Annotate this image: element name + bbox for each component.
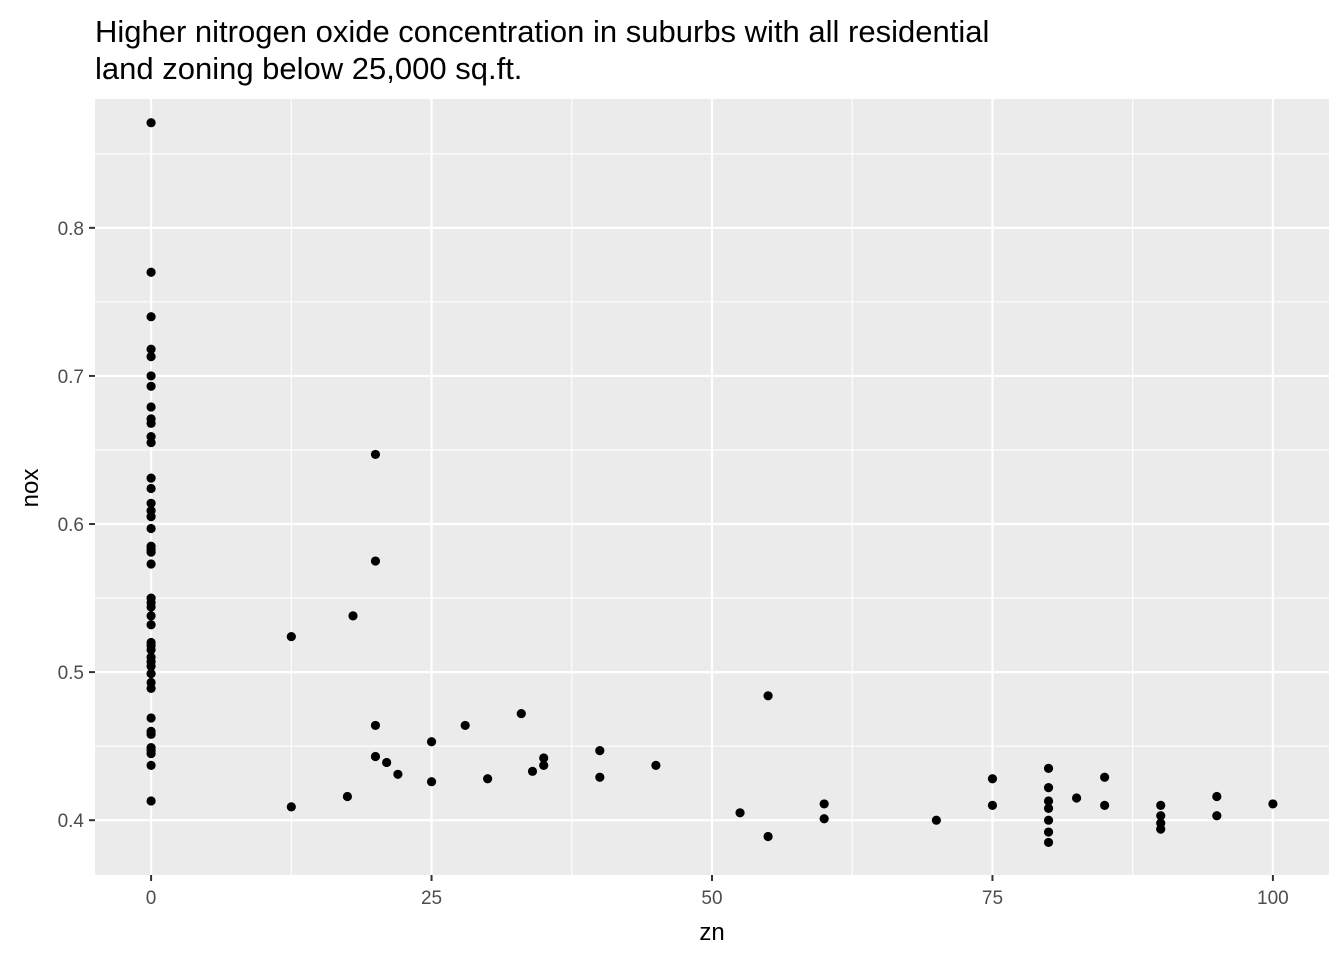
data-point: [931, 815, 941, 825]
data-point: [1043, 803, 1054, 813]
data-point: [1100, 772, 1110, 782]
data-point: [146, 483, 156, 494]
data-point: [1212, 811, 1222, 821]
data-point: [146, 118, 156, 128]
data-point: [1156, 811, 1166, 821]
data-point: [286, 802, 296, 812]
data-point: [1268, 799, 1278, 809]
y-tick-label: 0.6: [58, 515, 84, 536]
data-point: [146, 402, 156, 412]
data-point: [370, 449, 381, 460]
data-point: [146, 611, 156, 621]
data-point: [595, 772, 605, 782]
data-point: [1043, 796, 1054, 806]
data-point: [146, 437, 156, 448]
data-point: [146, 620, 156, 630]
data-point: [146, 371, 156, 381]
y-tick-label: 0.8: [58, 219, 84, 240]
data-point: [370, 751, 381, 762]
data-point: [146, 312, 156, 322]
data-point: [146, 473, 156, 483]
y-tick-label: 0.7: [58, 367, 84, 388]
y-axis: 0.4 0.5 0.6 0.7 0.8: [58, 219, 95, 832]
data-point: [146, 523, 156, 534]
x-axis: 0 25 50 75 100: [146, 875, 1289, 909]
data-point: [539, 760, 549, 771]
data-point: [286, 631, 296, 642]
x-tick-label: 0: [146, 888, 157, 909]
data-point: [146, 760, 156, 771]
x-axis-title: zn: [699, 919, 724, 946]
x-tick-label: 100: [1257, 888, 1289, 909]
data-point: [426, 737, 437, 747]
data-point: [735, 808, 745, 818]
data-point: [348, 611, 358, 621]
data-point: [146, 344, 156, 354]
data-point: [651, 760, 661, 771]
data-point: [146, 498, 156, 508]
data-point: [1100, 800, 1110, 810]
data-point: [1043, 815, 1054, 825]
data-point: [819, 814, 829, 824]
data-point: [146, 381, 156, 391]
data-point: [987, 774, 998, 784]
chart-title: Higher nitrogen oxide concentration in s…: [95, 14, 989, 49]
data-point: [1212, 791, 1222, 802]
x-tick-label: 25: [421, 888, 442, 909]
data-point: [595, 746, 605, 756]
data-point: [987, 800, 998, 810]
data-point: [146, 729, 156, 739]
data-point: [146, 713, 156, 723]
data-point: [763, 691, 773, 701]
data-point: [370, 556, 381, 566]
data-point: [370, 720, 381, 731]
data-point: [1156, 824, 1166, 834]
data-point: [146, 559, 156, 569]
data-point: [1043, 827, 1054, 837]
data-point: [516, 708, 526, 719]
data-point: [1043, 837, 1054, 848]
data-point: [819, 799, 829, 809]
data-point: [146, 645, 156, 655]
data-point: [1043, 763, 1054, 773]
data-point: [382, 757, 392, 768]
data-point: [146, 661, 156, 671]
data-point: [146, 668, 156, 679]
data-point: [426, 777, 437, 787]
data-point: [1071, 793, 1082, 803]
data-point: [1156, 800, 1166, 810]
x-tick-label: 75: [982, 888, 1003, 909]
data-point: [146, 352, 156, 362]
data-point: [342, 791, 353, 802]
data-point: [146, 796, 156, 806]
data-point: [763, 831, 773, 842]
chart-subtitle: land zoning below 25,000 sq.ft.: [95, 51, 522, 86]
data-point: [1043, 783, 1054, 793]
data-point: [483, 774, 493, 784]
data-point: [146, 418, 156, 428]
data-point: [539, 753, 549, 763]
data-point: [146, 748, 156, 759]
data-point: [146, 547, 156, 557]
x-tick-label: 50: [701, 888, 722, 909]
y-tick-label: 0.5: [58, 663, 84, 684]
data-point: [146, 602, 156, 612]
y-tick-label: 0.4: [58, 811, 85, 832]
data-points: [146, 118, 1278, 848]
y-axis-title: nox: [17, 469, 44, 508]
data-point: [146, 512, 156, 522]
data-point: [146, 683, 156, 694]
data-point: [527, 766, 538, 776]
data-point: [460, 720, 470, 731]
data-point: [146, 267, 156, 277]
data-point: [393, 769, 403, 779]
